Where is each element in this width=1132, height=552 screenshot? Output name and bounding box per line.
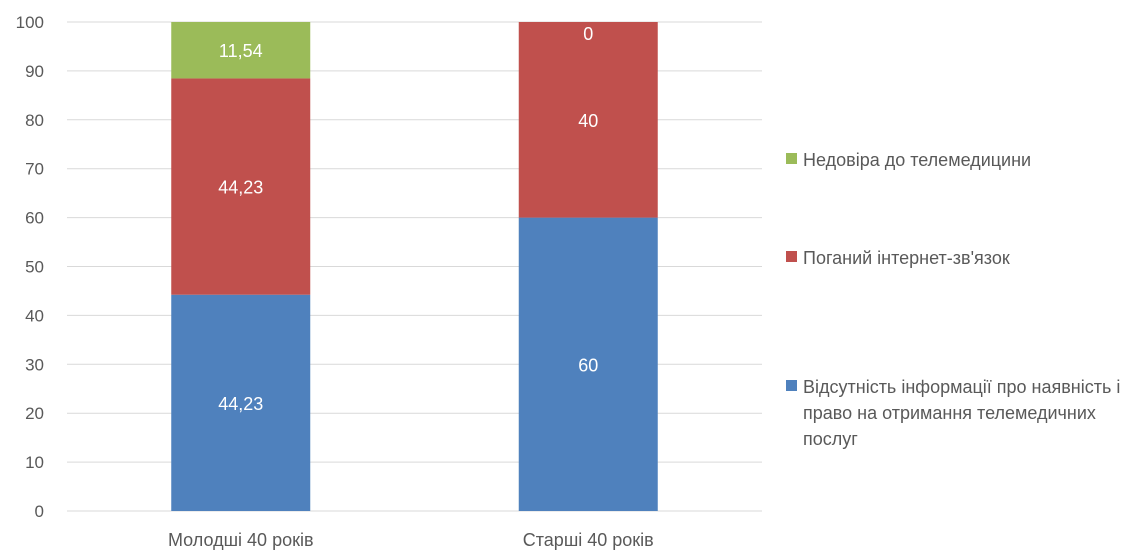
y-tick-label: 0 (35, 502, 44, 521)
bar-segment (171, 78, 311, 295)
bar-segment (171, 294, 311, 511)
y-tick-label: 80 (25, 111, 44, 130)
legend-swatch-no-information (786, 380, 797, 391)
data-label: 0 (583, 24, 593, 44)
legend-item-poor-internet: Поганий інтернет-зв'язок (786, 245, 1132, 271)
y-tick-label: 100 (16, 13, 44, 32)
legend-label-no-information: Відсутність інформації про наявність і п… (803, 377, 1121, 449)
bar-segment (518, 22, 658, 218)
y-tick-label: 90 (25, 62, 44, 81)
legend-item-distrust: Недовіра до телемедицини (786, 147, 1132, 173)
legend-swatch-poor-internet (786, 251, 797, 262)
y-tick-label: 30 (25, 355, 44, 374)
y-tick-label: 70 (25, 160, 44, 179)
x-category-label: Старші 40 років (523, 530, 654, 550)
stacked-bar-chart: 0 10 20 30 40 50 60 70 80 90 100 44,23 44,23 11,54 Мол… (16, 13, 762, 550)
legend-label-distrust: Недовіра до телемедицини (803, 150, 1032, 170)
x-category-label: Молодші 40 років (168, 530, 314, 550)
data-label: 60 (578, 355, 598, 375)
legend-item-no-information: Відсутність інформації про наявність і п… (786, 374, 1132, 452)
data-label: 11,54 (219, 41, 263, 61)
legend-label-poor-internet: Поганий інтернет-зв'язок (803, 248, 1010, 268)
data-label: 44,23 (218, 178, 263, 198)
data-label: 40 (578, 111, 598, 131)
y-tick-label: 40 (25, 306, 44, 325)
bar-segment (171, 22, 311, 79)
y-tick-label: 50 (25, 258, 44, 277)
legend-swatch-distrust (786, 153, 797, 164)
chart-legend: Недовіра до телемедицини Поганий інтерне… (786, 0, 1132, 552)
data-label: 44,23 (218, 394, 263, 414)
y-tick-label: 10 (25, 453, 44, 472)
bar-segment (518, 217, 658, 511)
y-tick-label: 20 (25, 404, 44, 423)
y-tick-label: 60 (25, 209, 44, 228)
